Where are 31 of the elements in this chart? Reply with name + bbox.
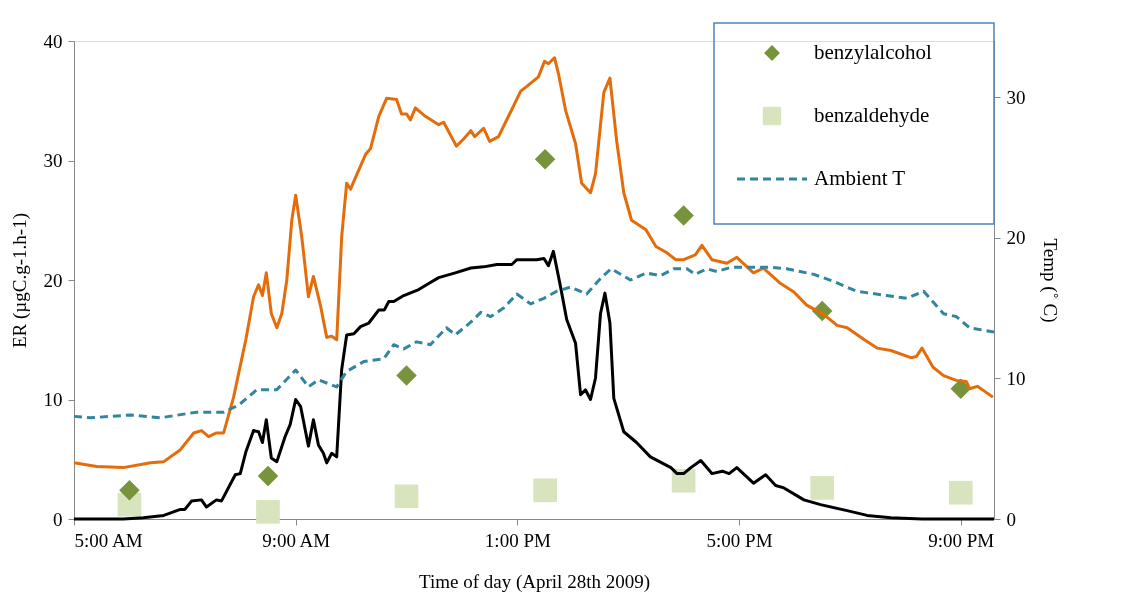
x-tick-label: 9:00 PM bbox=[928, 529, 995, 551]
point bbox=[256, 500, 280, 524]
point bbox=[394, 484, 419, 509]
y-tick-label: 10 bbox=[43, 389, 63, 410]
y2-tick-label: 10 bbox=[1006, 367, 1026, 389]
x-axis-title: Time of day (April 28th 2009) bbox=[419, 570, 650, 593]
y2-tick-label: 0 bbox=[1006, 508, 1016, 530]
x-tick-label: 5:00 PM bbox=[706, 529, 773, 551]
y2-axis-title: Temp (˚ C) bbox=[1038, 238, 1061, 323]
y-tick-label: 30 bbox=[43, 150, 63, 171]
legend-label: benzylalcohol bbox=[814, 40, 932, 64]
y-axis-title: ER (µgC.g-1.h-1) bbox=[8, 213, 31, 348]
line-series bbox=[72, 265, 996, 420]
y2-tick-label: 30 bbox=[1006, 86, 1026, 108]
point bbox=[257, 465, 279, 487]
point bbox=[396, 365, 417, 386]
legend-label: benzaldehyde bbox=[814, 103, 930, 127]
y2-tick-label: 20 bbox=[1006, 227, 1026, 249]
legend-label: Ambient T bbox=[814, 166, 906, 190]
point bbox=[119, 480, 140, 501]
y-tick-label: 20 bbox=[43, 269, 63, 291]
x-tick-label: 5:00 AM bbox=[74, 529, 143, 551]
point bbox=[948, 480, 973, 505]
point bbox=[810, 476, 835, 500]
x-tick-label: 1:00 PM bbox=[484, 529, 551, 551]
point bbox=[534, 149, 556, 170]
y-tick-label: 0 bbox=[53, 508, 63, 530]
x-tick-label: 9:00 AM bbox=[262, 529, 331, 551]
point bbox=[673, 205, 694, 226]
y-tick-label: 40 bbox=[43, 30, 63, 52]
point bbox=[533, 478, 557, 503]
